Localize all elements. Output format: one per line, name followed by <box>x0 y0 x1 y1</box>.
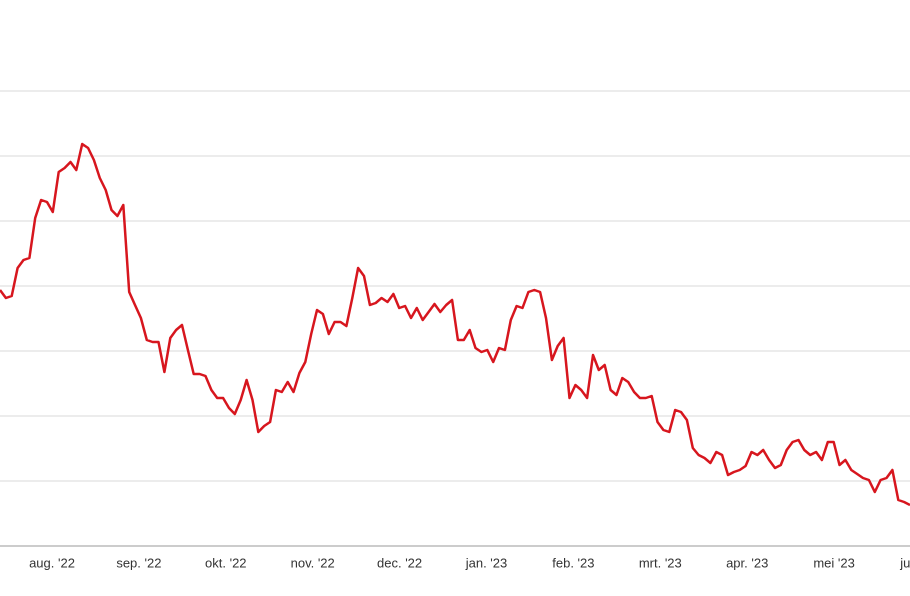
x-tick-label: mrt. '23 <box>639 555 682 570</box>
x-tick-label: dec. '22 <box>377 555 422 570</box>
x-tick-label: okt. '22 <box>205 555 247 570</box>
x-tick-label: mei '23 <box>813 555 855 570</box>
line-series <box>0 142 910 507</box>
x-tick-label: jan. '23 <box>465 555 508 570</box>
x-tick-label: apr. '23 <box>726 555 768 570</box>
x-tick-label: nov. '22 <box>291 555 335 570</box>
x-tick-label: jun. '23 <box>899 555 910 570</box>
x-tick-label: aug. '22 <box>29 555 75 570</box>
x-tick-label: sep. '22 <box>116 555 161 570</box>
x-tick-label: feb. '23 <box>552 555 594 570</box>
